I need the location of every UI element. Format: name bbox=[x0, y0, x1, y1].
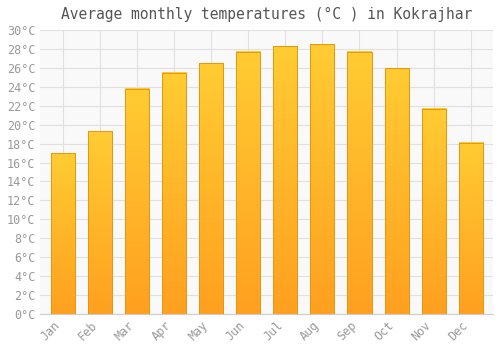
Bar bbox=[310, 44, 334, 314]
Bar bbox=[384, 68, 408, 314]
Bar bbox=[236, 52, 260, 314]
Bar bbox=[124, 89, 149, 314]
Bar bbox=[88, 131, 112, 314]
Bar bbox=[273, 46, 297, 314]
Bar bbox=[422, 108, 446, 314]
Bar bbox=[162, 73, 186, 314]
Title: Average monthly temperatures (°C ) in Kokrajhar: Average monthly temperatures (°C ) in Ko… bbox=[61, 7, 472, 22]
Bar bbox=[458, 143, 483, 314]
Bar bbox=[50, 153, 74, 314]
Bar bbox=[199, 63, 223, 314]
Bar bbox=[348, 52, 372, 314]
